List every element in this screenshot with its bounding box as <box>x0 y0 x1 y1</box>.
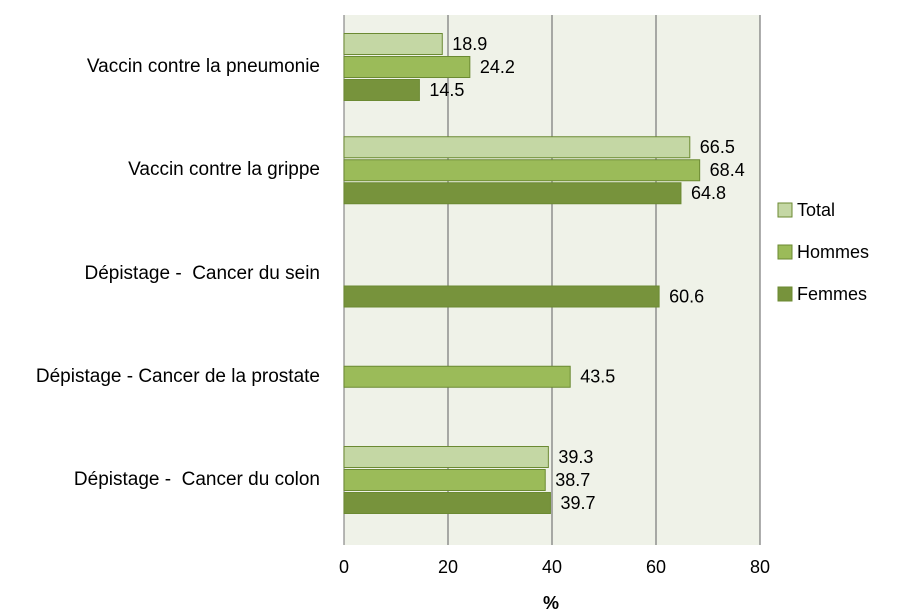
bar <box>343 33 443 55</box>
legend-swatch <box>777 202 793 218</box>
category-label: Dépistage - Cancer du colon <box>73 469 320 490</box>
bar <box>343 136 691 159</box>
value-label: 24.2 <box>480 57 515 77</box>
bar <box>343 285 660 308</box>
value-label: 18.9 <box>452 34 487 54</box>
value-label: 39.3 <box>558 447 593 467</box>
legend-swatch <box>777 244 793 260</box>
x-tick-label: 40 <box>542 557 562 577</box>
value-label: 64.8 <box>691 183 726 203</box>
bar <box>343 365 571 388</box>
legend-label: Femmes <box>797 284 867 304</box>
value-label: 66.5 <box>700 137 735 157</box>
value-label: 38.7 <box>555 470 590 490</box>
x-tick-label: 20 <box>438 557 458 577</box>
category-label: Dépistage - Cancer de la prostate <box>35 365 320 387</box>
x-axis-label: % <box>543 593 559 613</box>
bar <box>343 492 551 514</box>
category-label: Dépistage - Cancer du sein <box>84 262 320 284</box>
x-tick-label: 80 <box>750 557 770 577</box>
bar <box>343 469 546 491</box>
x-tick-label: 0 <box>339 557 349 577</box>
bar <box>343 159 701 182</box>
bar <box>343 446 549 468</box>
legend-label: Total <box>797 200 835 220</box>
value-label: 60.6 <box>669 286 704 306</box>
legend-swatch <box>777 286 793 302</box>
bar <box>343 182 682 205</box>
category-label: Vaccin contre la grippe <box>128 159 320 181</box>
value-label: 43.5 <box>580 367 615 387</box>
value-label: 68.4 <box>710 160 745 180</box>
bar <box>343 56 471 78</box>
x-tick-label: 60 <box>646 557 666 577</box>
bar <box>343 79 420 101</box>
value-label: 14.5 <box>429 80 464 100</box>
legend-label: Hommes <box>797 242 869 262</box>
value-label: 39.7 <box>560 493 595 513</box>
category-label: Vaccin contre la pneumonie <box>86 56 320 77</box>
